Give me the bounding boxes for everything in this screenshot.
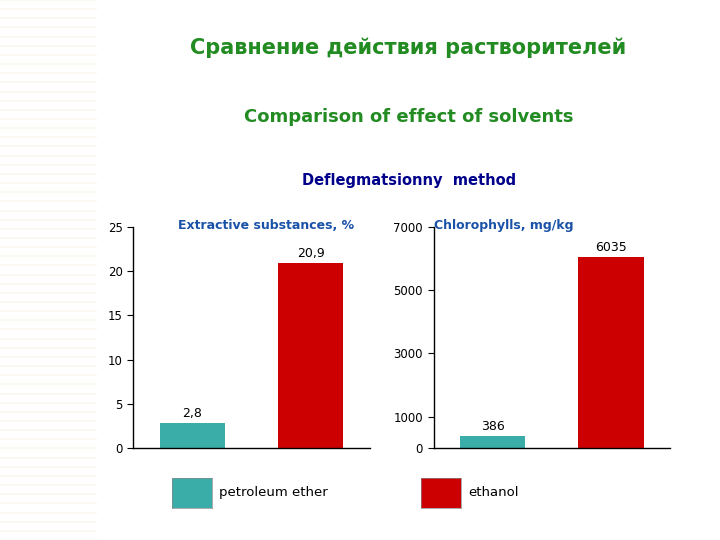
Bar (278, 263, 343, 448)
Text: 20,9: 20,9 (297, 247, 325, 260)
Text: Deflegmatsionny  method: Deflegmatsionny method (302, 173, 516, 188)
Bar (578, 258, 644, 448)
Text: Extractive substances, %: Extractive substances, % (178, 219, 354, 232)
Text: Comparison of effect of solvents: Comparison of effect of solvents (244, 108, 573, 126)
Text: ethanol: ethanol (468, 486, 518, 499)
Bar (160, 423, 225, 448)
Text: 6035: 6035 (595, 241, 627, 254)
Text: 386: 386 (481, 420, 505, 433)
Text: Chlorophylls, mg/kg: Chlorophylls, mg/kg (433, 219, 573, 232)
Text: petroleum ether: petroleum ether (219, 486, 328, 499)
Bar (460, 436, 525, 448)
Text: Сравнение действия растворителей: Сравнение действия растворителей (191, 38, 626, 58)
Text: 2,8: 2,8 (182, 407, 202, 420)
